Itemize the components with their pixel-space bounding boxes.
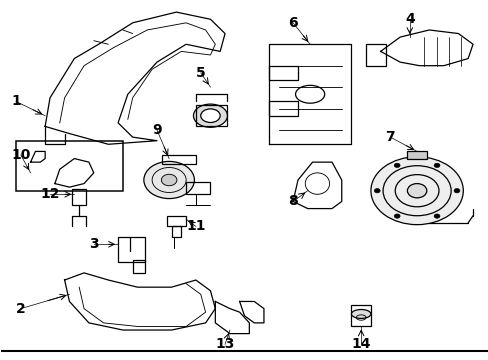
Circle shape: [453, 189, 459, 193]
Text: 14: 14: [351, 337, 370, 351]
Text: 4: 4: [404, 12, 414, 26]
Text: 1: 1: [11, 94, 21, 108]
Circle shape: [143, 161, 194, 199]
Bar: [196, 105, 227, 126]
Bar: [162, 155, 196, 164]
Bar: [186, 182, 210, 194]
Bar: [171, 226, 181, 237]
Bar: [366, 44, 385, 66]
Text: 12: 12: [40, 187, 60, 201]
Text: 5: 5: [196, 66, 205, 80]
Ellipse shape: [193, 104, 227, 127]
Ellipse shape: [201, 109, 220, 122]
Text: 9: 9: [152, 123, 162, 137]
Bar: [268, 66, 297, 80]
Text: 6: 6: [288, 16, 297, 30]
Bar: [351, 305, 370, 327]
Bar: [407, 152, 426, 158]
Circle shape: [373, 189, 379, 193]
Circle shape: [370, 157, 462, 225]
Bar: [72, 189, 86, 205]
Bar: [268, 102, 297, 116]
Circle shape: [393, 214, 399, 218]
Bar: [166, 216, 186, 226]
Text: 11: 11: [186, 220, 205, 233]
Bar: [118, 237, 144, 262]
Bar: [16, 141, 122, 191]
Circle shape: [433, 163, 439, 167]
Text: 13: 13: [215, 337, 234, 351]
Circle shape: [407, 184, 426, 198]
Circle shape: [161, 174, 177, 186]
Text: 8: 8: [287, 194, 297, 208]
Text: 3: 3: [89, 237, 99, 251]
Text: 7: 7: [385, 130, 394, 144]
Circle shape: [393, 163, 399, 167]
Circle shape: [433, 214, 439, 218]
Text: 10: 10: [11, 148, 30, 162]
Text: 2: 2: [16, 302, 26, 316]
Ellipse shape: [351, 310, 370, 319]
Bar: [132, 260, 144, 273]
